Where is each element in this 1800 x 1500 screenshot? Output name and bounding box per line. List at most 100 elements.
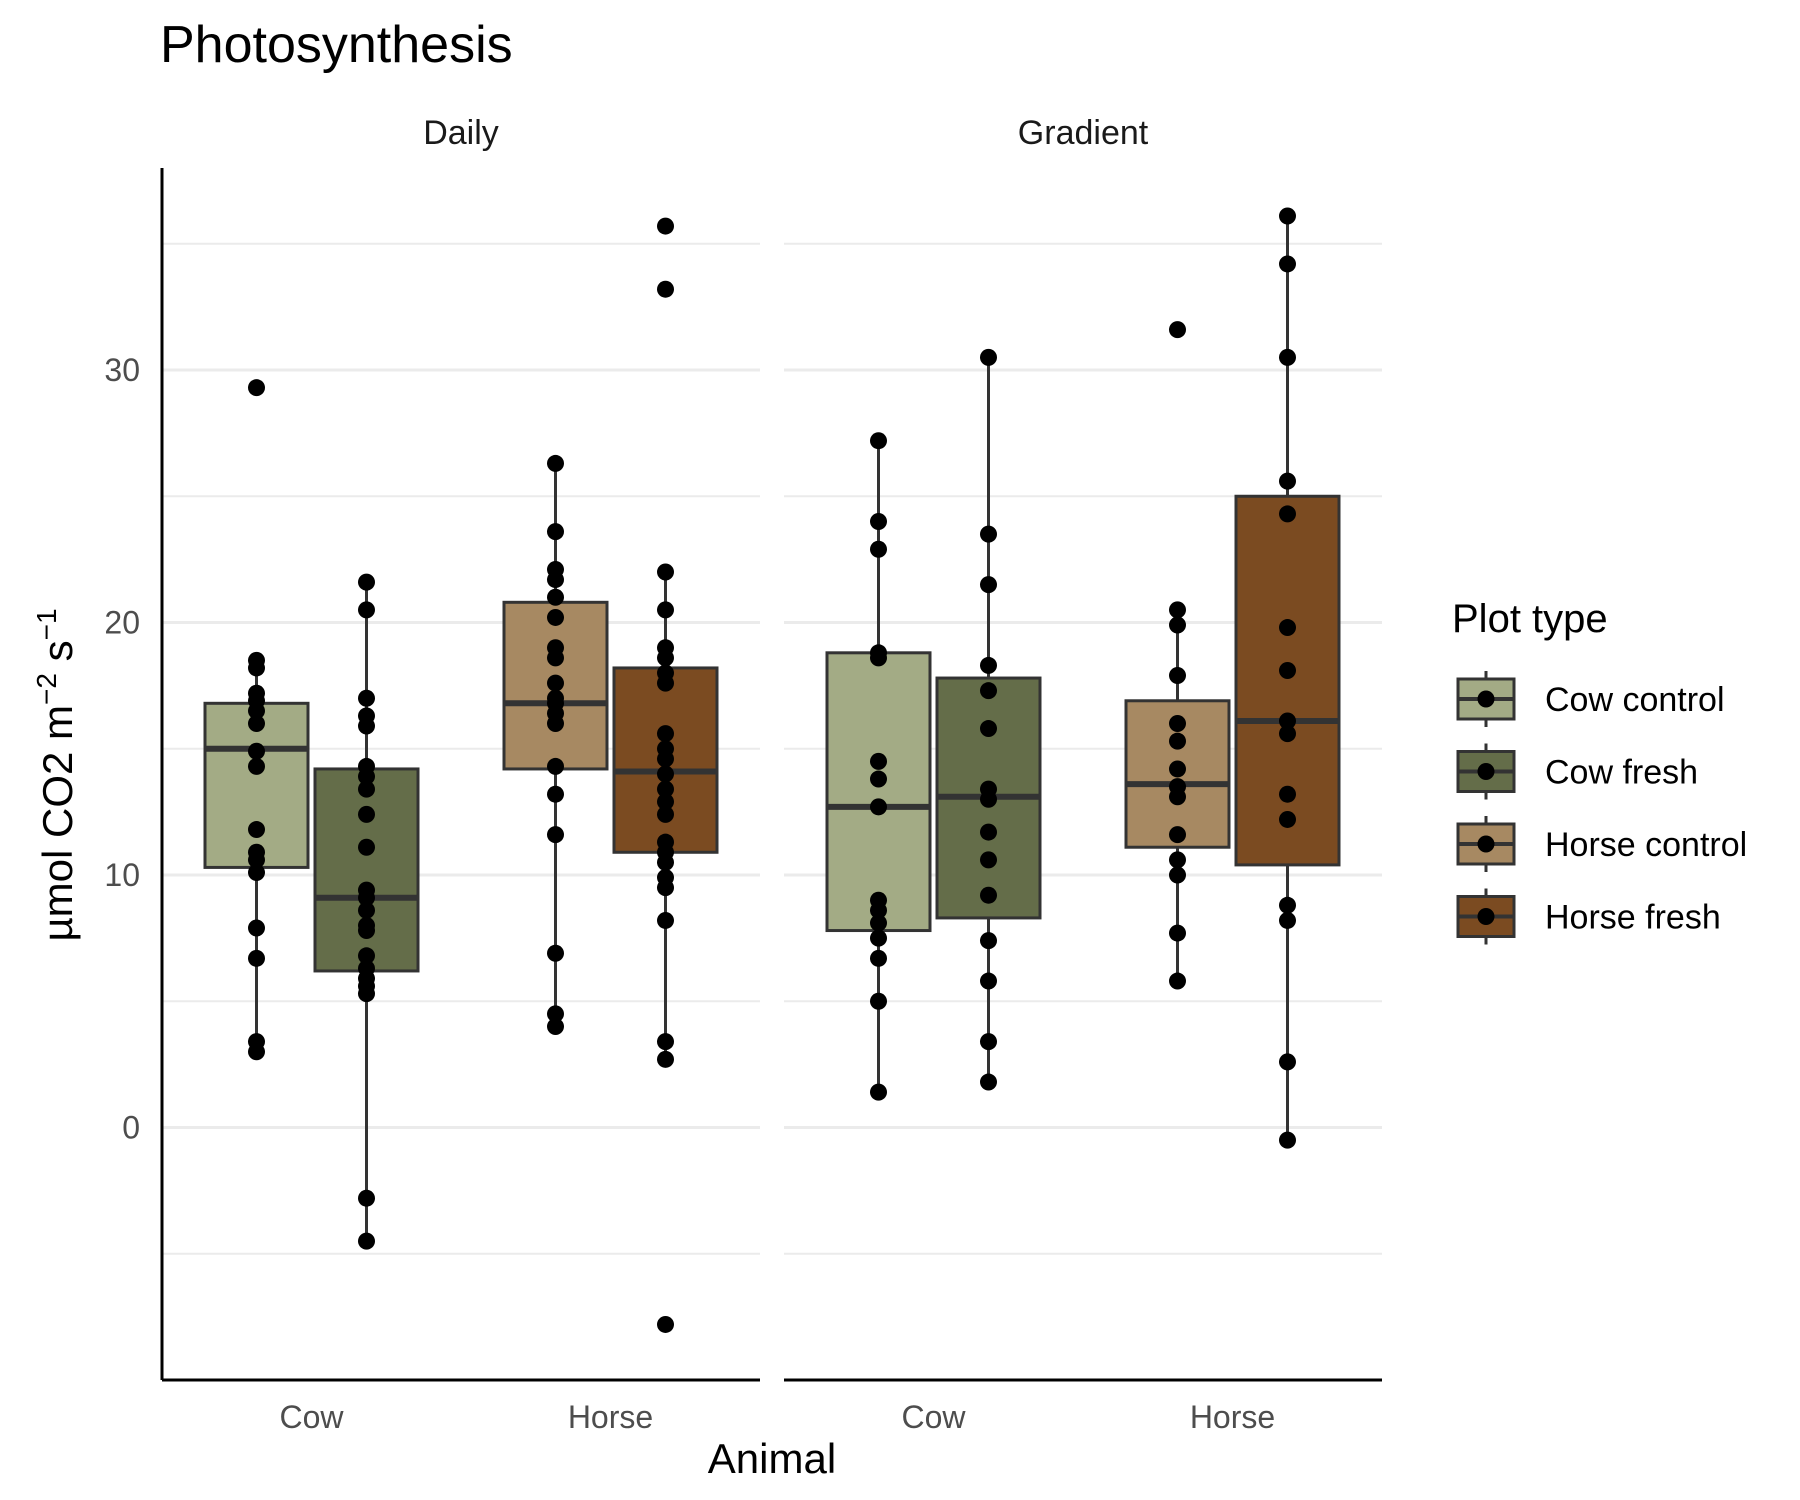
- data-point: [980, 576, 997, 594]
- data-point: [358, 1189, 375, 1207]
- data-point: [1279, 207, 1296, 225]
- box-cow-fresh: [935, 348, 1042, 1091]
- legend-key-point: [1477, 908, 1495, 925]
- y-tick-label: 20: [104, 605, 140, 641]
- legend-key-point: [1477, 835, 1495, 853]
- box-cow-control: [825, 432, 932, 1101]
- data-point: [980, 656, 997, 674]
- data-point: [248, 742, 265, 760]
- legend: Plot type Cow control Cow fresh Horse cont…: [1452, 597, 1747, 945]
- data-point: [358, 601, 375, 619]
- y-axis-title-mid: s: [34, 640, 81, 673]
- x-tick-label-cow: Cow: [901, 1399, 966, 1435]
- x-tick-label-cow: Cow: [279, 1399, 344, 1435]
- data-point: [547, 454, 564, 472]
- legend-item-horse-control: Horse control: [1456, 816, 1747, 872]
- data-point: [1279, 255, 1296, 273]
- data-point: [1279, 619, 1296, 637]
- data-point: [547, 785, 564, 803]
- box-body: [1234, 494, 1341, 867]
- data-point: [248, 863, 265, 881]
- data-point: [358, 889, 375, 907]
- data-point: [358, 717, 375, 735]
- data-point: [1169, 616, 1186, 634]
- data-point: [657, 780, 674, 798]
- data-point: [1169, 321, 1186, 339]
- legend-label: Horse control: [1545, 826, 1747, 864]
- data-point: [870, 432, 887, 450]
- y-tick-label: 0: [122, 1110, 140, 1146]
- box-body: [203, 701, 310, 869]
- data-point: [358, 838, 375, 856]
- data-point: [870, 752, 887, 770]
- data-point: [1279, 712, 1296, 730]
- y-axis: 0 10 20 30: [104, 168, 164, 1380]
- data-point: [870, 949, 887, 967]
- data-point: [547, 1005, 564, 1023]
- data-point: [657, 601, 674, 619]
- data-point: [980, 720, 997, 738]
- data-point: [547, 674, 564, 692]
- data-point: [1169, 732, 1186, 750]
- data-point: [870, 798, 887, 816]
- facet-label-gradient: Gradient: [1018, 114, 1149, 152]
- y-tick-label: 30: [104, 352, 140, 388]
- data-point: [657, 649, 674, 667]
- data-point: [1169, 601, 1186, 619]
- y-axis-title-sup1: −2: [31, 673, 62, 705]
- data-point: [980, 851, 997, 869]
- data-point: [657, 725, 674, 743]
- box-body: [825, 651, 932, 933]
- data-point: [870, 540, 887, 558]
- legend-label: Cow control: [1545, 681, 1725, 719]
- data-point: [657, 853, 674, 871]
- x-tick-label-horse: Horse: [568, 1399, 653, 1435]
- data-point: [358, 901, 375, 919]
- data-point: [657, 1315, 674, 1333]
- data-point: [547, 1018, 564, 1035]
- x-tick-label-horse: Horse: [1190, 1399, 1275, 1435]
- data-point: [547, 826, 564, 844]
- legend-title: Plot type: [1452, 597, 1608, 641]
- data-point: [1279, 785, 1296, 803]
- legend-label: Cow fresh: [1545, 754, 1698, 792]
- data-point: [1279, 661, 1296, 679]
- data-point: [657, 563, 674, 581]
- data-point: [657, 765, 674, 783]
- legend-key-point: [1477, 690, 1495, 708]
- legend-item-cow-control: Cow control: [1456, 671, 1725, 727]
- data-point: [248, 919, 265, 937]
- data-point: [980, 823, 997, 841]
- y-axis-title-main: µmol CO2 m: [34, 705, 81, 942]
- data-point: [1279, 911, 1296, 929]
- data-point: [657, 911, 674, 929]
- data-point: [870, 513, 887, 530]
- data-point: [870, 901, 887, 919]
- data-point: [248, 949, 265, 967]
- data-point: [547, 588, 564, 606]
- data-point: [248, 1043, 265, 1061]
- data-point: [980, 972, 997, 990]
- data-point: [248, 821, 265, 839]
- data-point: [870, 649, 887, 667]
- data-point: [1169, 788, 1186, 806]
- box-cow-fresh: [313, 573, 420, 1250]
- box-body: [313, 767, 420, 973]
- data-point: [870, 1083, 887, 1101]
- data-point: [980, 682, 997, 700]
- box-horse-control: [1124, 321, 1231, 990]
- data-point: [657, 1050, 674, 1068]
- data-point: [870, 929, 887, 947]
- data-point: [657, 879, 674, 897]
- chart-title: Photosynthesis: [160, 16, 513, 74]
- data-point: [1169, 826, 1186, 844]
- data-point: [358, 780, 375, 798]
- y-axis-title: µmol CO2 m−2 s−1: [31, 608, 81, 941]
- data-point: [358, 947, 375, 965]
- data-point: [1279, 1053, 1296, 1071]
- data-point: [547, 944, 564, 962]
- data-point: [870, 914, 887, 932]
- data-point: [657, 750, 674, 768]
- data-point: [547, 715, 564, 732]
